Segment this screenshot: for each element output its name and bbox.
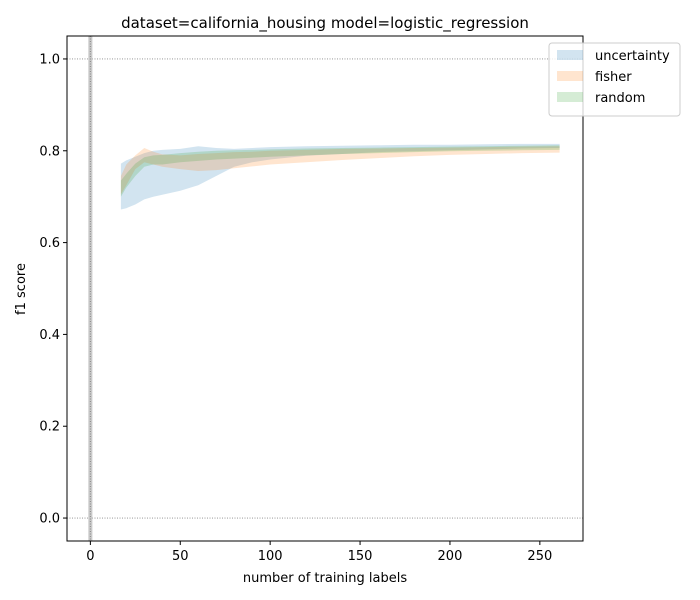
series-band-random: [120, 145, 560, 197]
x-tick-label: 250: [527, 549, 552, 564]
x-tick-label: 0: [86, 549, 94, 564]
y-tick-label: 0.8: [39, 144, 60, 159]
x-tick-label: 50: [172, 549, 189, 564]
y-axis-label: f1 score: [14, 263, 29, 315]
chart-title: dataset=california_housing model=logisti…: [121, 14, 529, 33]
legend: uncertainty fisher random: [548, 42, 681, 117]
y-tick-label: 0.6: [39, 236, 60, 251]
x-axis-label: number of training labels: [243, 571, 407, 586]
series-band-fisher: [120, 146, 560, 195]
legend-label-random: random: [595, 91, 645, 106]
legend-swatch-uncertainty: [557, 50, 583, 60]
y-tick-label: 0.4: [39, 328, 60, 343]
series-band-uncertainty: [120, 143, 560, 210]
y-tick-label: 0.0: [39, 512, 60, 527]
x-tick-label: 200: [438, 549, 463, 564]
x-tick-label: 100: [258, 549, 283, 564]
legend-label-fisher: fisher: [595, 70, 632, 85]
legend-swatch-fisher: [557, 71, 583, 81]
plot-area: 0 50 100 150 200 250 0.0 0.2 0.4 0.6 0.8 1.0: [39, 35, 584, 564]
y-tick-label: 0.2: [39, 420, 60, 435]
y-tick-label: 1.0: [39, 52, 60, 67]
x-tick-label: 150: [348, 549, 373, 564]
legend-label-uncertainty: uncertainty: [595, 49, 670, 64]
legend-swatch-random: [557, 92, 583, 102]
legend-box: [548, 42, 681, 117]
plot-frame: [66, 35, 584, 542]
